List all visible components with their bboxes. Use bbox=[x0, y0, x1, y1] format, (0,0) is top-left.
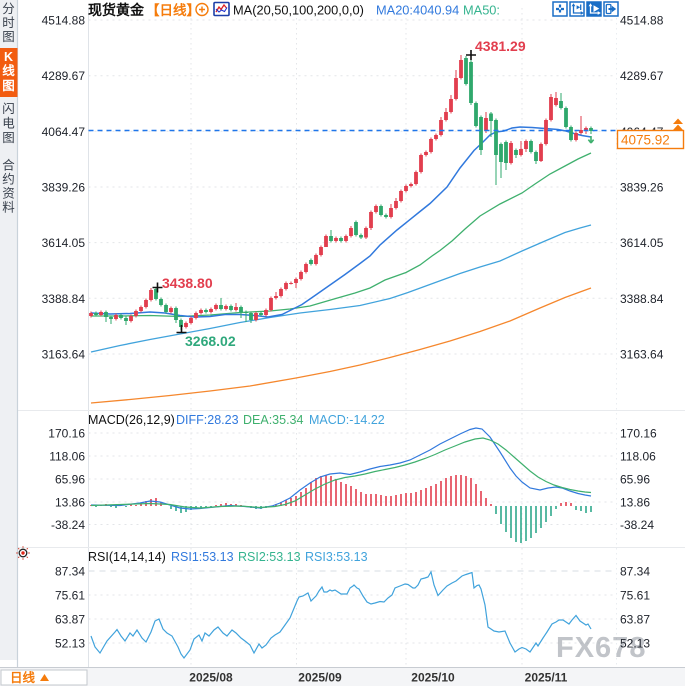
svg-text:75.61: 75.61 bbox=[55, 589, 85, 603]
svg-text:RSI1:53.13: RSI1:53.13 bbox=[171, 550, 234, 564]
svg-text:2025/10: 2025/10 bbox=[411, 671, 455, 685]
svg-text:-38.24: -38.24 bbox=[51, 518, 85, 532]
svg-text:分: 分 bbox=[2, 2, 15, 16]
svg-text:87.34: 87.34 bbox=[55, 565, 85, 579]
svg-text:4514.88: 4514.88 bbox=[42, 14, 86, 28]
svg-text:65.96: 65.96 bbox=[620, 473, 650, 487]
svg-text:MACD(26,12,9): MACD(26,12,9) bbox=[88, 413, 175, 427]
svg-text:52.13: 52.13 bbox=[620, 637, 650, 651]
svg-text:2025/11: 2025/11 bbox=[525, 671, 568, 685]
svg-text:线: 线 bbox=[2, 63, 15, 78]
svg-text:3614.05: 3614.05 bbox=[620, 236, 664, 250]
svg-text:MA(20,50,100,200,0,0): MA(20,50,100,200,0,0) bbox=[233, 3, 364, 18]
svg-text:75.61: 75.61 bbox=[620, 589, 650, 603]
svg-text:63.87: 63.87 bbox=[55, 613, 85, 627]
svg-text:合: 合 bbox=[2, 158, 15, 173]
svg-text:DIFF:28.23: DIFF:28.23 bbox=[176, 413, 239, 427]
svg-text:料: 料 bbox=[2, 201, 15, 215]
svg-text:13.86: 13.86 bbox=[620, 496, 650, 510]
svg-text:13.86: 13.86 bbox=[55, 496, 85, 510]
svg-text:电: 电 bbox=[2, 117, 15, 131]
svg-text:87.34: 87.34 bbox=[620, 565, 650, 579]
svg-text:4381.29: 4381.29 bbox=[475, 38, 526, 54]
svg-text:MA50:: MA50: bbox=[463, 3, 500, 18]
svg-text:3163.64: 3163.64 bbox=[620, 348, 664, 362]
svg-text:图: 图 bbox=[2, 131, 15, 145]
svg-text:约: 约 bbox=[2, 172, 15, 187]
svg-text:3438.80: 3438.80 bbox=[162, 275, 213, 291]
svg-text:现货黄金: 现货黄金 bbox=[88, 2, 145, 18]
svg-text:52.13: 52.13 bbox=[55, 637, 85, 651]
svg-text:2025/08: 2025/08 bbox=[189, 671, 233, 685]
svg-text:4064.47: 4064.47 bbox=[42, 125, 86, 139]
svg-text:63.87: 63.87 bbox=[620, 613, 650, 627]
svg-text:118.06: 118.06 bbox=[49, 450, 85, 464]
svg-text:时: 时 bbox=[2, 16, 15, 30]
svg-text:MACD:-14.22: MACD:-14.22 bbox=[309, 413, 385, 427]
svg-text:图: 图 bbox=[2, 30, 15, 44]
svg-text:3614.05: 3614.05 bbox=[42, 236, 86, 250]
svg-text:闪: 闪 bbox=[2, 102, 15, 116]
svg-text:FX678: FX678 bbox=[556, 632, 646, 664]
svg-text:K: K bbox=[4, 50, 13, 64]
svg-text:MA20:4040.94: MA20:4040.94 bbox=[376, 3, 459, 18]
svg-text:3839.26: 3839.26 bbox=[620, 181, 664, 195]
svg-text:RSI(14,14,14): RSI(14,14,14) bbox=[88, 550, 166, 564]
svg-text:RSI3:53.13: RSI3:53.13 bbox=[305, 550, 368, 564]
svg-text:170.16: 170.16 bbox=[48, 427, 85, 441]
svg-text:3388.84: 3388.84 bbox=[620, 292, 664, 306]
svg-text:图: 图 bbox=[2, 79, 15, 93]
svg-text:【日线】: 【日线】 bbox=[146, 2, 200, 18]
svg-text:3268.02: 3268.02 bbox=[185, 333, 236, 349]
svg-text:4289.67: 4289.67 bbox=[42, 69, 86, 83]
svg-text:4075.92: 4075.92 bbox=[621, 133, 670, 148]
svg-text:2025/09: 2025/09 bbox=[298, 671, 342, 685]
svg-text:3163.64: 3163.64 bbox=[42, 348, 86, 362]
svg-text:118.06: 118.06 bbox=[620, 450, 656, 464]
svg-text:65.96: 65.96 bbox=[55, 473, 85, 487]
svg-text:资: 资 bbox=[2, 187, 15, 201]
svg-text:3388.84: 3388.84 bbox=[42, 292, 86, 306]
svg-text:4289.67: 4289.67 bbox=[620, 69, 664, 83]
svg-text:3839.26: 3839.26 bbox=[42, 181, 86, 195]
svg-text:4514.88: 4514.88 bbox=[620, 14, 664, 28]
svg-text:RSI2:53.13: RSI2:53.13 bbox=[238, 550, 301, 564]
svg-text:-38.24: -38.24 bbox=[620, 518, 654, 532]
svg-text:DEA:35.34: DEA:35.34 bbox=[243, 413, 304, 427]
svg-text:170.16: 170.16 bbox=[620, 427, 657, 441]
svg-text:日线: 日线 bbox=[10, 670, 36, 685]
